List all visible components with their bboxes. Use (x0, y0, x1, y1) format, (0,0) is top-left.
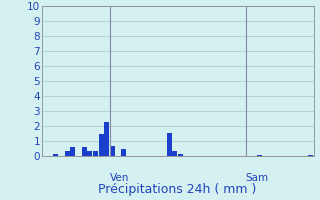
Bar (65, 151, 69, 156)
Bar (82, 147, 86, 156)
Bar (121, 148, 126, 156)
Text: Sam: Sam (246, 173, 269, 183)
Text: Précipitations 24h ( mm ): Précipitations 24h ( mm ) (99, 183, 257, 196)
Bar (70, 147, 75, 156)
Text: Ven: Ven (109, 173, 129, 183)
Bar (53, 154, 58, 156)
Bar (87, 151, 92, 156)
Bar (104, 121, 109, 156)
Bar (99, 134, 103, 156)
Bar (167, 133, 172, 156)
Bar (172, 151, 177, 156)
Bar (308, 154, 313, 156)
Bar (93, 151, 98, 156)
Bar (178, 154, 183, 156)
Bar (257, 154, 262, 156)
Bar (110, 146, 115, 156)
